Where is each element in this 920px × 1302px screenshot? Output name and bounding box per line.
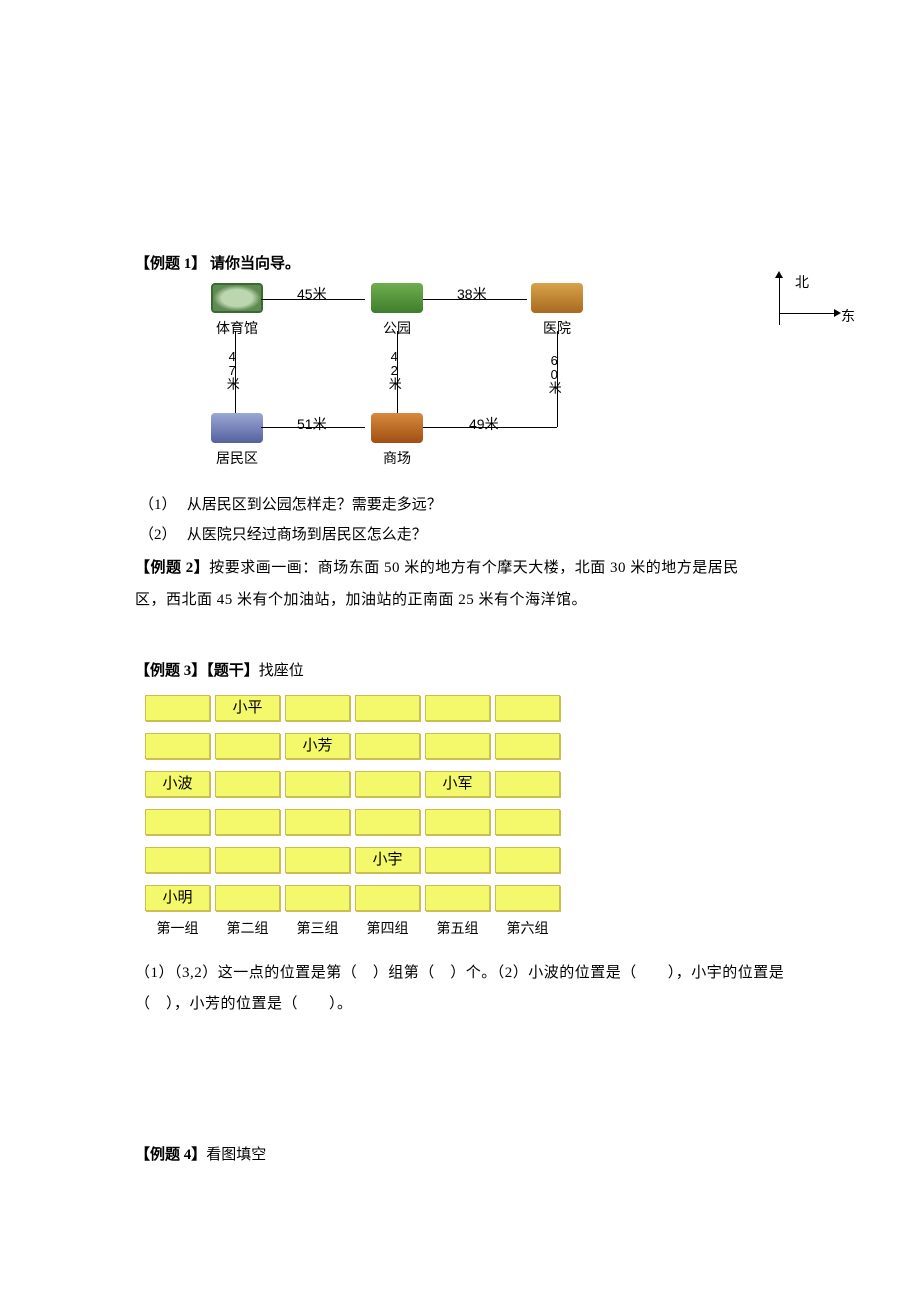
compass-east: 东 [841, 303, 855, 330]
seat-r1-c3 [285, 885, 350, 911]
mall-label: 商场 [365, 445, 429, 472]
seat-r4-c1: 小波 [145, 771, 210, 797]
dist-res-mall: 51米 [297, 411, 327, 438]
ex4-text: 看图填空 [206, 1147, 266, 1163]
seat-xiaojun: 小军 [442, 770, 472, 799]
seat-r3-c6 [495, 809, 560, 835]
group-label-5: 第五组 [425, 917, 490, 944]
stadium-icon [211, 283, 263, 313]
group-label-4: 第四组 [355, 917, 420, 944]
ex3-heading-text: 找座位 [259, 663, 304, 679]
dist-park-mall: 42米 [381, 349, 406, 389]
seat-xiaobo: 小波 [162, 770, 192, 799]
dist-mall-right: 49米 [469, 411, 499, 438]
group-labels-row: 第一组 第二组 第三组 第四组 第五组 第六组 [145, 917, 785, 944]
seat-r5-c4 [355, 733, 420, 759]
seat-r5-c1 [145, 733, 210, 759]
seat-r3-c1 [145, 809, 210, 835]
compass: 北 东 [755, 275, 855, 345]
seat-r5-c6 [495, 733, 560, 759]
seat-chart: 小平 小芳 小波 小军 [145, 695, 785, 944]
seat-xiaofang: 小芳 [302, 732, 332, 761]
seat-r3-c5 [425, 809, 490, 835]
seat-grid: 小平 小芳 小波 小军 [145, 695, 785, 911]
seat-r2-c4: 小宇 [355, 847, 420, 873]
seat-r5-c5 [425, 733, 490, 759]
seat-r1-c5 [425, 885, 490, 911]
group-label-6: 第六组 [495, 917, 560, 944]
ex2-line1-wrap: 【例题 2】按要求画一画：商场东面 50 米的地方有个摩天大楼，北面 30 米的… [135, 554, 785, 583]
seat-r4-c5: 小军 [425, 771, 490, 797]
ex2-line2: 区，西北面 45 米有个加油站，加油站的正南面 25 米有个海洋馆。 [135, 586, 785, 615]
seat-r6-c1 [145, 695, 210, 721]
seat-xiaoyu: 小宇 [372, 846, 402, 875]
node-stadium: 体育馆 [205, 283, 269, 342]
seat-r4-c3 [285, 771, 350, 797]
seat-r2-c6 [495, 847, 560, 873]
residence-label: 居民区 [205, 445, 269, 472]
seat-r1-c4 [355, 885, 420, 911]
compass-north: 北 [795, 269, 809, 296]
park-icon [371, 283, 423, 313]
seat-r1-c2 [215, 885, 280, 911]
ex4-heading: 【例题 4】 [135, 1147, 206, 1163]
seat-r4-c2 [215, 771, 280, 797]
seat-r5-c2 [215, 733, 280, 759]
seat-r6-c3 [285, 695, 350, 721]
group-label-2: 第二组 [215, 917, 280, 944]
seat-r6-c2: 小平 [215, 695, 280, 721]
dist-hosp-mall: 60米 [541, 353, 566, 393]
seat-r2-c5 [425, 847, 490, 873]
seat-xiaoping: 小平 [232, 694, 262, 723]
seat-xiaoming: 小明 [162, 884, 192, 913]
ex1-q2-num: （2） [139, 521, 183, 550]
dist-stadium-park: 45米 [297, 281, 327, 308]
ex1-heading: 【例题 1】 请你当向导。 [135, 250, 785, 279]
residence-icon [211, 413, 263, 443]
seat-r6-c5 [425, 695, 490, 721]
ex1-q2: （2） 从医院只经过商场到居民区怎么走？ [135, 521, 785, 550]
ex3-heading: 【例题 3】【题干】 [135, 663, 259, 679]
seat-r3-c3 [285, 809, 350, 835]
ex1-q1-text: 从居民区到公园怎样走？需要走多远？ [187, 497, 442, 513]
stadium-label: 体育馆 [205, 315, 269, 342]
ex2-line1: 按要求画一画：商场东面 50 米的地方有个摩天大楼，北面 30 米的地方是居民 [209, 560, 739, 576]
dist-stadium-res: 47米 [219, 349, 244, 389]
seat-r2-c3 [285, 847, 350, 873]
ex2-heading: 【例题 2】 [135, 560, 209, 576]
hospital-icon [531, 283, 583, 313]
seat-r2-c2 [215, 847, 280, 873]
group-label-3: 第三组 [285, 917, 350, 944]
ex1-map: 体育馆 公园 医院 居民区 商场 45米 38米 47米 [205, 283, 765, 483]
seat-r4-c4 [355, 771, 420, 797]
seat-r5-c3: 小芳 [285, 733, 350, 759]
seat-r6-c4 [355, 695, 420, 721]
dist-park-hospital: 38米 [457, 281, 487, 308]
seat-r6-c6 [495, 695, 560, 721]
ex1-prefix: 【例题 1】 [135, 256, 206, 272]
ex4-line: 【例题 4】看图填空 [135, 1141, 785, 1170]
seat-r1-c1: 小明 [145, 885, 210, 911]
ex1-q1-num: （1） [139, 491, 183, 520]
group-label-1: 第一组 [145, 917, 210, 944]
ex3-heading-line: 【例题 3】【题干】找座位 [135, 657, 785, 686]
seat-r1-c6 [495, 885, 560, 911]
node-residence: 居民区 [205, 413, 269, 472]
ex1-title: 请你当向导。 [210, 256, 300, 272]
seat-r3-c4 [355, 809, 420, 835]
ex1-q2-text: 从医院只经过商场到居民区怎么走？ [187, 527, 427, 543]
seat-r2-c1 [145, 847, 210, 873]
mall-icon [371, 413, 423, 443]
seat-r3-c2 [215, 809, 280, 835]
ex3-answer: （1）（3,2）这一点的位置是第（ ）组第（ ）个。（2）小波的位置是（ ），小… [135, 958, 785, 1021]
node-mall: 商场 [365, 413, 429, 472]
seat-r4-c6 [495, 771, 560, 797]
ex1-q1: （1） 从居民区到公园怎样走？需要走多远？ [135, 491, 785, 520]
